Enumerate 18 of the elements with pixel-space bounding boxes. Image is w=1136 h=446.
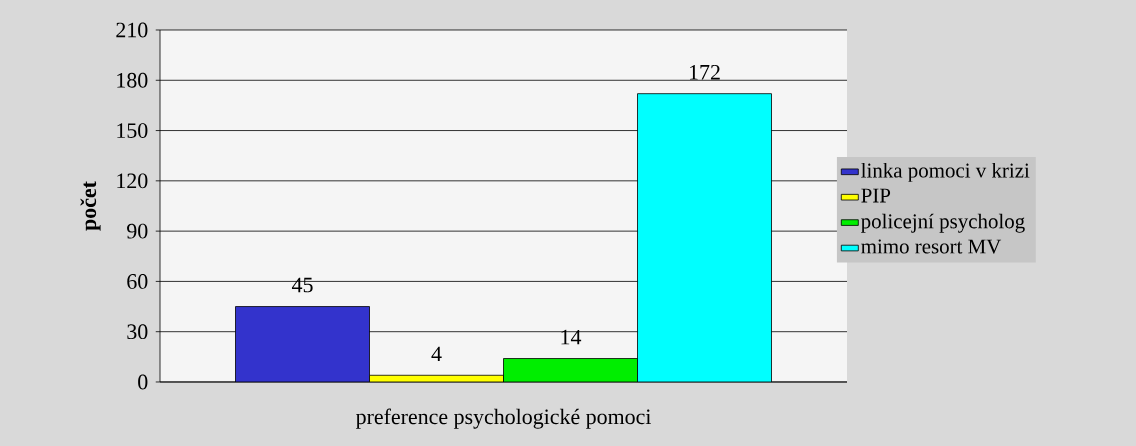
y-tick-label: 0	[138, 374, 148, 390]
legend-label: mimo resort MV	[861, 239, 1002, 254]
x-axis-title: preference psychologické pomoci	[355, 408, 652, 429]
legend-label: linka pomoci v krizi	[861, 162, 1030, 182]
y-tick-label: 30	[127, 324, 148, 340]
y-tick-label: 180	[117, 72, 148, 88]
data-label: 45	[291, 277, 313, 293]
legend-label: policejní psycholog	[861, 213, 1025, 233]
y-tick-label: 120	[117, 173, 148, 189]
data-label: 14	[561, 329, 582, 345]
y-tick-label: 60	[127, 274, 148, 289]
data-label: 172	[689, 64, 720, 80]
legend-label: PIP	[861, 188, 891, 203]
y-axis-title: počet	[80, 181, 101, 231]
y-tick-label: 150	[117, 123, 148, 138]
y-tick-label: 90	[127, 223, 148, 239]
data-label: 4	[431, 346, 442, 362]
y-tick-label: 210	[116, 22, 148, 38]
